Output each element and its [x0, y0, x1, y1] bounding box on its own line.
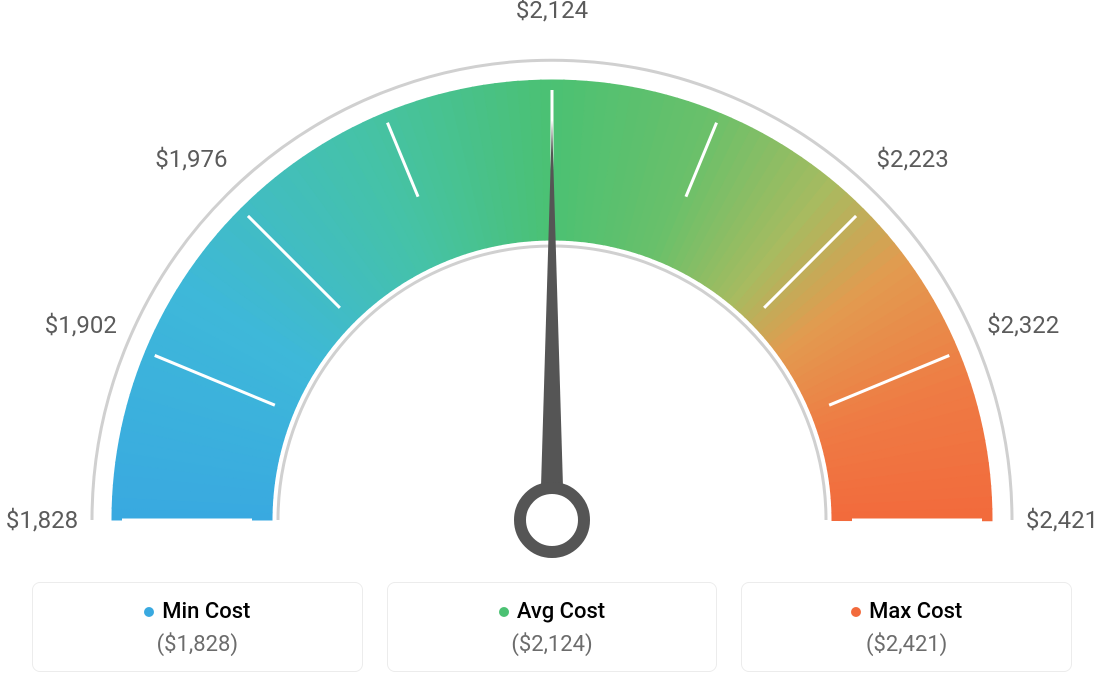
legend-title-min: Min Cost	[162, 599, 250, 624]
legend-dot-avg	[499, 607, 509, 617]
legend-value-min: ($1,828)	[43, 632, 352, 657]
legend-card-avg: Avg Cost ($2,124)	[387, 582, 718, 672]
gauge-area: $1,828 $1,902 $1,976 $2,124 $2,223 $2,322 $2,4…	[0, 0, 1104, 560]
legend-value-max: ($2,421)	[752, 632, 1061, 657]
cost-gauge-infographic: { "gauge": { "type": "gauge", "width": 1…	[0, 0, 1104, 690]
gauge-tick-label: $2,124	[516, 0, 588, 24]
gauge-svg	[0, 0, 1104, 560]
legend-row: Min Cost ($1,828) Avg Cost ($2,124) Max …	[0, 582, 1104, 672]
gauge-tick-label: $2,421	[1026, 506, 1098, 534]
legend-dot-max	[851, 607, 861, 617]
gauge-tick-label: $1,976	[155, 145, 227, 173]
legend-card-min: Min Cost ($1,828)	[32, 582, 363, 672]
legend-card-max: Max Cost ($2,421)	[741, 582, 1072, 672]
gauge-tick-label: $1,828	[6, 506, 78, 534]
gauge-tick-label: $1,902	[45, 311, 117, 339]
gauge-tick-label: $2,223	[877, 145, 949, 173]
legend-title-max: Max Cost	[869, 599, 962, 624]
legend-value-avg: ($2,124)	[398, 632, 707, 657]
legend-dot-min	[144, 607, 154, 617]
legend-title-avg: Avg Cost	[517, 599, 605, 624]
gauge-tick-label: $2,322	[987, 311, 1059, 339]
